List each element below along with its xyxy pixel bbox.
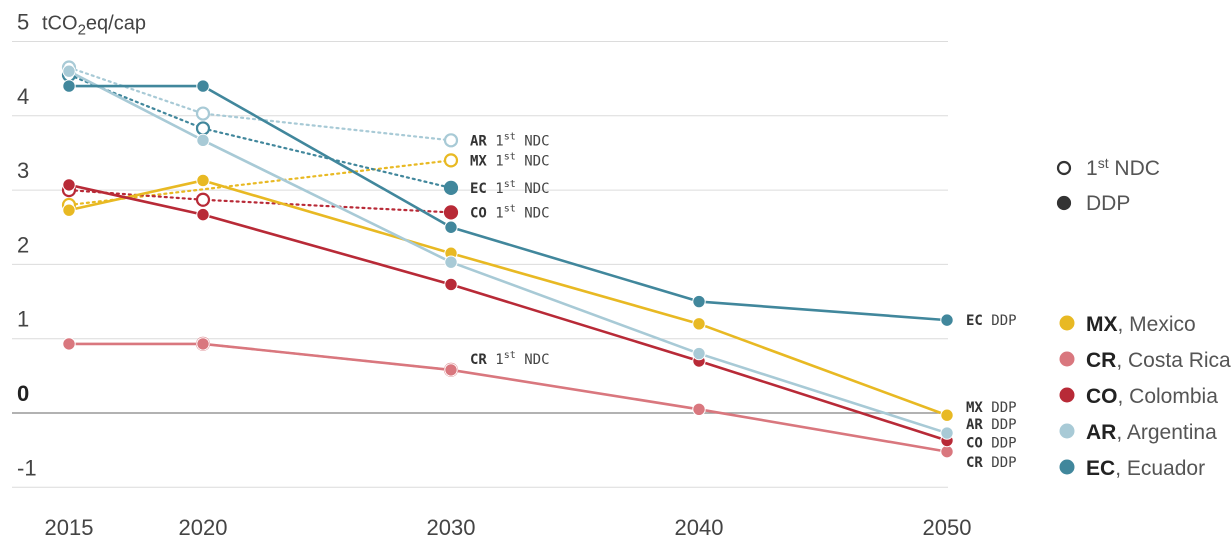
y-tick-label: 3 — [17, 158, 29, 183]
co-ddp-point — [62, 178, 76, 192]
legend-ddp-label: DDP — [1086, 192, 1130, 215]
co-ndc-label: CO 1st NDC — [470, 203, 550, 221]
legend-co-swatch — [1059, 387, 1075, 403]
ec-ndc-line — [67, 73, 453, 189]
co-ddp-point — [444, 277, 458, 292]
legend-ddp-symbol — [1056, 195, 1072, 211]
ec-ndc-label: EC 1st NDC — [470, 179, 550, 197]
y-tick-label: 2 — [17, 232, 29, 257]
x-tick-label: 2040 — [675, 515, 724, 540]
legend-ar-label: AR, Argentina — [1086, 421, 1217, 444]
legend-ar-swatch — [1059, 423, 1075, 439]
legend-ndc-label: 1st NDC — [1086, 155, 1160, 180]
grid — [12, 41, 948, 488]
x-tick-label: 2015 — [45, 515, 94, 540]
mx-ddp-point — [692, 317, 706, 331]
ar-ddp-point — [62, 64, 76, 78]
co-ddp-label: CO DDP — [966, 436, 1017, 452]
mx-ndc-point — [443, 153, 459, 168]
cr-ndc-label: CR 1st NDC — [470, 350, 550, 368]
axes: -1 0 1 2 3 4 5 tCO2eq/cap 2015 2020 2030 2040 2050 — [17, 10, 971, 540]
y-axis-label: tCO2eq/cap — [42, 13, 146, 39]
legend-ec-swatch — [1059, 459, 1075, 475]
mx-ndc-line — [67, 159, 453, 207]
legend-mx-swatch — [1059, 315, 1075, 331]
co-ndc-point — [195, 192, 211, 207]
mx-ddp-label: MX DDP — [966, 400, 1017, 416]
co-ddp-line — [68, 183, 948, 442]
y-tick-label: 0 — [17, 381, 29, 406]
ar-ddp-point — [940, 426, 954, 440]
ec-ddp-point — [940, 313, 954, 327]
mx-ddp-point — [940, 408, 954, 422]
co-ddp-point — [196, 207, 210, 222]
cr-ddp-label: CR DDP — [966, 455, 1017, 471]
cr-ddp-point — [196, 337, 210, 351]
ec-ddp-label: EC DDP — [966, 313, 1017, 329]
ec-ddp-point — [692, 294, 706, 309]
x-tick-label: 2030 — [427, 515, 476, 540]
ar-ddp-point — [692, 346, 706, 361]
legend-co-label: CO, Colombia — [1086, 385, 1218, 408]
ec-ddp-point — [444, 220, 458, 234]
y-tick-label: 4 — [17, 84, 29, 109]
series-labels: MX 1st NDC MX DDP CR 1st NDC CR DDP CO 1st N… — [470, 131, 1017, 471]
co-ndc-point — [443, 205, 459, 220]
legend-ndc-symbol — [1056, 160, 1072, 176]
cr-ddp-point — [444, 363, 458, 377]
ar-ndc-point — [443, 133, 459, 148]
ndc-series — [61, 60, 459, 378]
legend: 1st NDC DDP MX, Mexico CR, Costa Rica CO, Co… — [1056, 155, 1231, 480]
ar-ddp-point — [444, 255, 458, 269]
ar-ddp-point — [196, 133, 210, 148]
ec-ddp-point — [62, 79, 76, 93]
ar-ndc-line — [67, 66, 453, 142]
y-tick-label: -1 — [17, 455, 37, 480]
y-tick-label: 5 — [17, 10, 29, 35]
ec-ndc-point — [443, 180, 459, 195]
cr-ddp-point — [692, 402, 706, 416]
x-tick-label: 2050 — [923, 515, 972, 540]
ec-ndc-point — [195, 121, 211, 136]
cr-ddp-point — [62, 337, 76, 351]
y-tick-label: 1 — [17, 307, 29, 332]
legend-mx-label: MX, Mexico — [1086, 313, 1196, 336]
cr-ddp-point — [940, 444, 954, 459]
ar-ndc-point — [195, 106, 211, 121]
ec-ddp-point — [196, 79, 210, 93]
mx-ddp-point — [62, 203, 76, 217]
ar-ddp-label: AR DDP — [966, 417, 1017, 433]
x-tick-label: 2020 — [179, 515, 228, 540]
mx-ddp-point — [196, 173, 210, 188]
mx-ndc-label: MX 1st NDC — [470, 151, 550, 169]
legend-cr-label: CR, Costa Rica — [1086, 349, 1231, 372]
ar-ndc-label: AR 1st NDC — [470, 131, 550, 149]
legend-ec-label: EC, Ecuador — [1086, 457, 1205, 480]
legend-cr-swatch — [1059, 351, 1075, 367]
ddp-series — [62, 64, 954, 459]
